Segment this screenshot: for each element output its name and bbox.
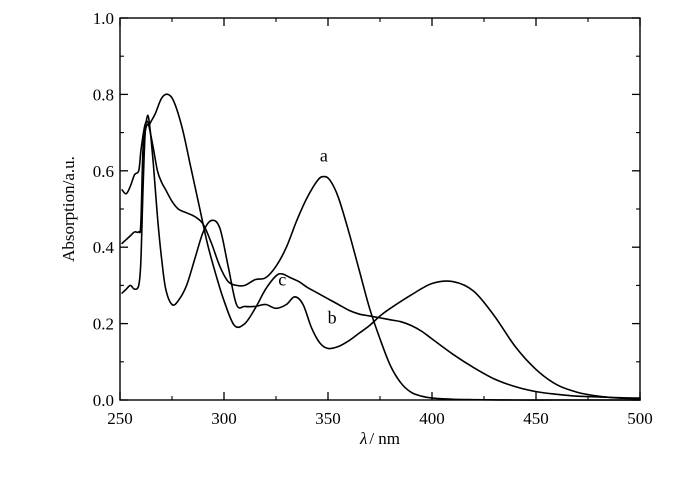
x-tick-label: 450 (523, 409, 549, 428)
x-axis-ticks: 250 300 350 400 450 500 (107, 18, 653, 428)
x-tick-label: 350 (315, 409, 341, 428)
y-tick-label: 0.4 (93, 238, 115, 257)
x-axis-symbol: λ (359, 429, 367, 448)
plot-frame (119, 17, 641, 401)
x-tick-label: 500 (627, 409, 653, 428)
series-layer (121, 93, 641, 401)
y-tick-label: 0.6 (93, 162, 114, 181)
y-tick-label: 1.0 (93, 9, 114, 28)
series-c-line (121, 93, 641, 399)
x-axis-title: λ / nm (359, 429, 400, 448)
series-b-label: b (328, 308, 337, 328)
series-b-line (121, 114, 641, 400)
x-tick-label: 400 (419, 409, 445, 428)
y-tick-label: 0.0 (93, 391, 114, 410)
curve-labels: a b c (278, 145, 336, 327)
x-tick-label: 300 (211, 409, 237, 428)
x-axis-unit: / nm (369, 429, 400, 448)
y-axis-ticks: 0.0 0.2 0.4 0.6 0.8 1.0 (93, 9, 640, 410)
x-tick-label: 250 (107, 409, 133, 428)
series-a-line (121, 120, 641, 401)
y-tick-label: 0.8 (93, 85, 114, 104)
y-tick-label: 0.2 (93, 315, 114, 334)
y-axis-title: Absorption/a.u. (59, 156, 78, 262)
series-a-label: a (320, 145, 328, 165)
series-c-label: c (278, 269, 286, 289)
